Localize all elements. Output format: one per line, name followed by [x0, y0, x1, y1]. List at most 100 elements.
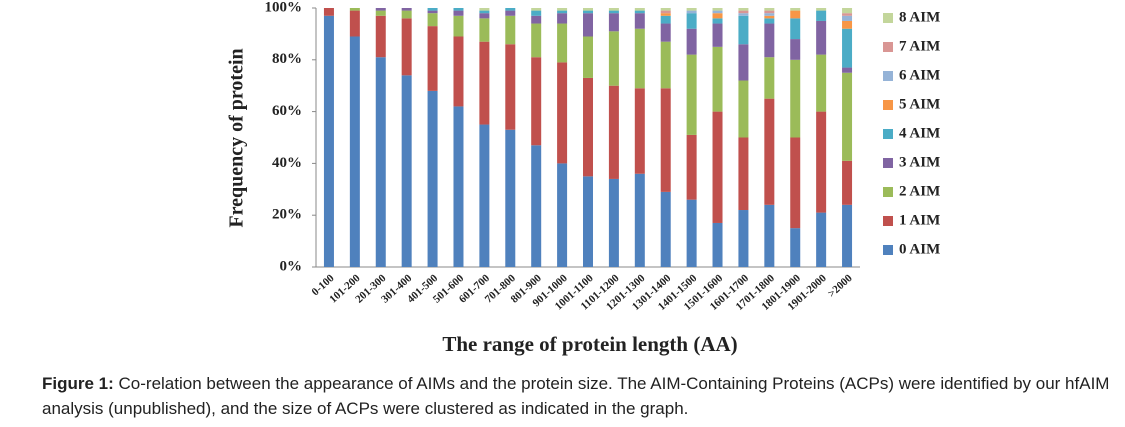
bar-segment — [764, 204, 775, 267]
bar-segment — [608, 178, 619, 267]
y-tick-label: 0% — [280, 258, 303, 274]
bar-segment — [608, 85, 619, 179]
bar-segment — [323, 8, 334, 16]
bar-segment — [505, 15, 516, 45]
bar-segment — [375, 15, 386, 58]
bar-segment — [401, 8, 412, 11]
y-axis-label: Frequency of protein — [226, 48, 248, 227]
bar-segment — [790, 228, 801, 267]
bar-segment — [375, 8, 386, 11]
bar-segment — [686, 199, 697, 267]
bar-segment — [764, 98, 775, 205]
bar-segment — [660, 13, 671, 16]
y-tick-label: 100% — [265, 0, 303, 15]
bar-segment — [557, 8, 568, 11]
bar-segment — [583, 10, 593, 14]
bar-segment — [660, 191, 671, 267]
bar-segment — [583, 13, 593, 37]
bar-segment — [608, 31, 619, 86]
bar-segment — [427, 13, 438, 27]
legend-label: 3 AIM — [899, 154, 940, 170]
bar-segment — [608, 13, 619, 32]
bar-segment — [842, 28, 853, 68]
bar-segment — [375, 10, 386, 16]
bar-segment — [660, 15, 671, 24]
bar-segment — [790, 39, 801, 60]
y-tick-label: 40% — [272, 155, 302, 171]
bar-segment — [660, 41, 671, 89]
bar-segment — [349, 10, 360, 37]
bar-segment — [531, 8, 542, 11]
bar-segment — [634, 8, 645, 11]
bar-segment — [427, 8, 438, 11]
bar-segment — [583, 77, 593, 177]
bar-segment — [712, 46, 723, 112]
bar-segment — [686, 54, 697, 135]
bar-segment — [660, 8, 671, 11]
legend-label: 8 AIM — [899, 9, 940, 25]
bar-segment — [842, 15, 853, 21]
bar-segment — [816, 212, 827, 267]
bar-segment — [479, 13, 490, 19]
bar-segment — [686, 10, 697, 14]
bar-segment — [349, 36, 360, 267]
bar-segment — [634, 173, 645, 267]
bar-segment — [557, 23, 568, 63]
legend-swatch — [883, 129, 893, 139]
bar-segment — [634, 28, 645, 89]
x-tick-label: >2000 — [826, 272, 855, 300]
bar-segment — [764, 18, 775, 24]
bar-segment — [583, 176, 593, 267]
bar-segment — [660, 88, 671, 192]
bar-segment — [583, 36, 593, 78]
legend-label: 1 AIM — [899, 212, 940, 228]
bar-segment — [738, 15, 749, 45]
bar-segment — [531, 145, 542, 267]
bar-segment — [557, 10, 568, 14]
bar-segment — [505, 129, 516, 267]
bar-segment — [712, 10, 723, 14]
bar-segment — [427, 26, 438, 91]
bar-segment — [323, 15, 334, 267]
bar-segment — [816, 111, 827, 213]
bar-segment — [790, 8, 801, 11]
bar-segment — [816, 8, 827, 11]
bar-segment — [531, 10, 542, 16]
bar-segment — [712, 23, 723, 47]
bar-segment — [453, 15, 464, 37]
bar-segment — [479, 18, 490, 42]
bar-segment — [816, 10, 827, 21]
legend-swatch — [883, 158, 893, 168]
bar-segment — [842, 160, 853, 205]
bar-segment — [634, 10, 645, 14]
bar-segment — [738, 210, 749, 267]
bar-segment — [790, 10, 801, 19]
bar-segment — [712, 13, 723, 19]
bar-segment — [738, 10, 749, 14]
legend-label: 7 AIM — [899, 38, 940, 54]
legend-swatch — [883, 71, 893, 81]
bar-segment — [842, 72, 853, 161]
bar-segment — [764, 15, 775, 19]
bar-segment — [790, 137, 801, 229]
bar-segment — [401, 75, 412, 267]
bar-segment — [790, 18, 801, 40]
bar-segment — [401, 18, 412, 76]
bar-segment — [453, 8, 464, 11]
bar-segment — [479, 8, 490, 11]
legend-label: 0 AIM — [899, 241, 940, 257]
bar-segment — [349, 8, 360, 11]
legend-swatch — [883, 187, 893, 197]
bar-segment — [557, 62, 568, 164]
bar-segment — [453, 106, 464, 267]
bar-segment — [608, 8, 619, 11]
y-tick-label: 20% — [272, 207, 302, 223]
bar-segment — [505, 44, 516, 130]
bar-segment — [427, 90, 438, 267]
legend-label: 4 AIM — [899, 125, 940, 141]
bar-segment — [634, 13, 645, 29]
bar-segment — [453, 36, 464, 107]
legend-swatch — [883, 245, 893, 255]
bar-segment — [660, 10, 671, 14]
